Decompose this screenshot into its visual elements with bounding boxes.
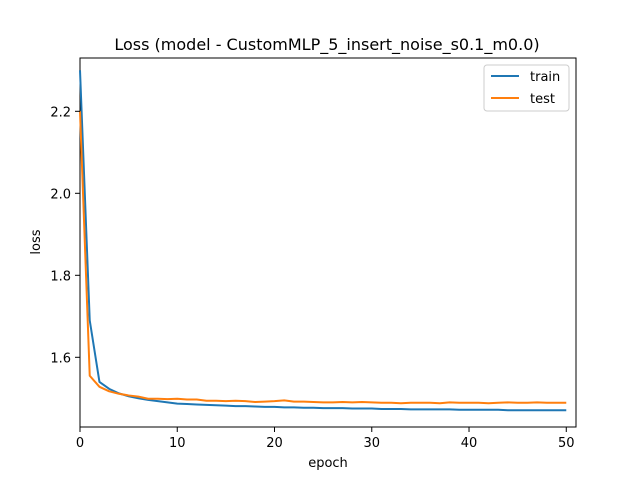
- y-axis-label: loss: [29, 229, 44, 254]
- y-tick-label: 1.8: [50, 269, 71, 284]
- legend-label-test: test: [530, 92, 555, 107]
- y-tick-label: 1.6: [50, 351, 71, 366]
- x-tick-label: 0: [76, 436, 84, 451]
- x-tick-label: 30: [363, 436, 380, 451]
- x-tick-label: 20: [266, 436, 283, 451]
- plot-frame: [79, 57, 577, 428]
- x-tick-label: 50: [558, 436, 575, 451]
- series-line-train: [79, 70, 567, 412]
- y-tick-label: 2.2: [50, 105, 71, 120]
- legend: train test: [483, 64, 570, 112]
- x-tick-label: 40: [461, 436, 478, 451]
- series-line-test: [79, 111, 567, 405]
- x-tick-label: 10: [169, 436, 186, 451]
- legend-label-train: train: [530, 70, 560, 85]
- x-axis-label: epoch: [308, 456, 348, 471]
- y-tick-label: 2.0: [50, 187, 71, 202]
- chart-title: Loss (model - CustomMLP_5_insert_noise_s…: [114, 35, 539, 55]
